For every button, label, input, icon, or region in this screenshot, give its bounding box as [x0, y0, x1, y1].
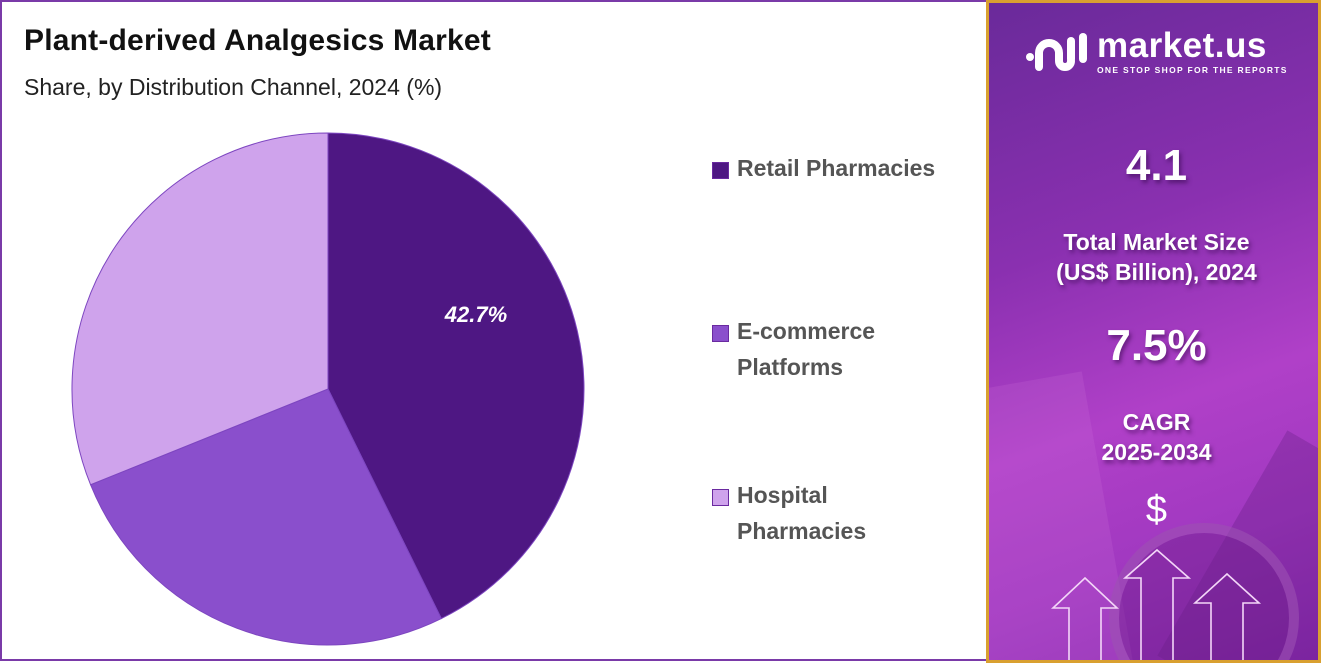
pie-chart: 42.7%	[71, 132, 585, 646]
pie-slice-ecommerce-platforms	[89, 388, 443, 646]
market-size-label: Total Market Size (US$ Billion), 2024	[1056, 229, 1257, 285]
chart-subtitle: Share, by Distribution Channel, 2024 (%)	[24, 74, 443, 100]
brand-name: market.us	[1097, 26, 1267, 65]
brand-logo: market.us ONE STOP SHOP FOR THE REPORTS	[1025, 27, 1288, 77]
slice-label-retail: 42.7%	[444, 302, 507, 327]
brand-tagline: ONE STOP SHOP FOR THE REPORTS	[1097, 65, 1288, 75]
market-us-logo-icon	[1026, 33, 1087, 71]
legend-swatch-icon	[712, 325, 729, 342]
chart-panel: Plant-derived Analgesics Market Share, b…	[0, 0, 986, 661]
legend-item-retail-pharmacies: Retail Pharmacies	[712, 155, 935, 186]
dollar-icon: $	[1145, 489, 1168, 531]
legend-swatch-icon	[712, 162, 729, 179]
market-size-value: 4.1	[1125, 141, 1188, 190]
pie-slice-retail-pharmacies	[327, 132, 585, 620]
cagr-value: 7.5%	[1106, 321, 1207, 370]
legend-swatch-icon	[712, 489, 729, 506]
chart-title: Plant-derived Analgesics Market	[24, 24, 491, 57]
summary-panel: market.us ONE STOP SHOP FOR THE REPORTS …	[986, 0, 1321, 663]
growth-arrows-icon	[1050, 548, 1262, 660]
cagr-label: CAGR 2025-2034	[1101, 409, 1212, 465]
pie-slice-hospital-pharmacies	[71, 132, 329, 486]
legend-item-ecommerce-platforms: E-commerce Platforms	[712, 318, 875, 385]
legend-item-hospital-pharmacies: Hospital Pharmacies	[712, 482, 866, 549]
